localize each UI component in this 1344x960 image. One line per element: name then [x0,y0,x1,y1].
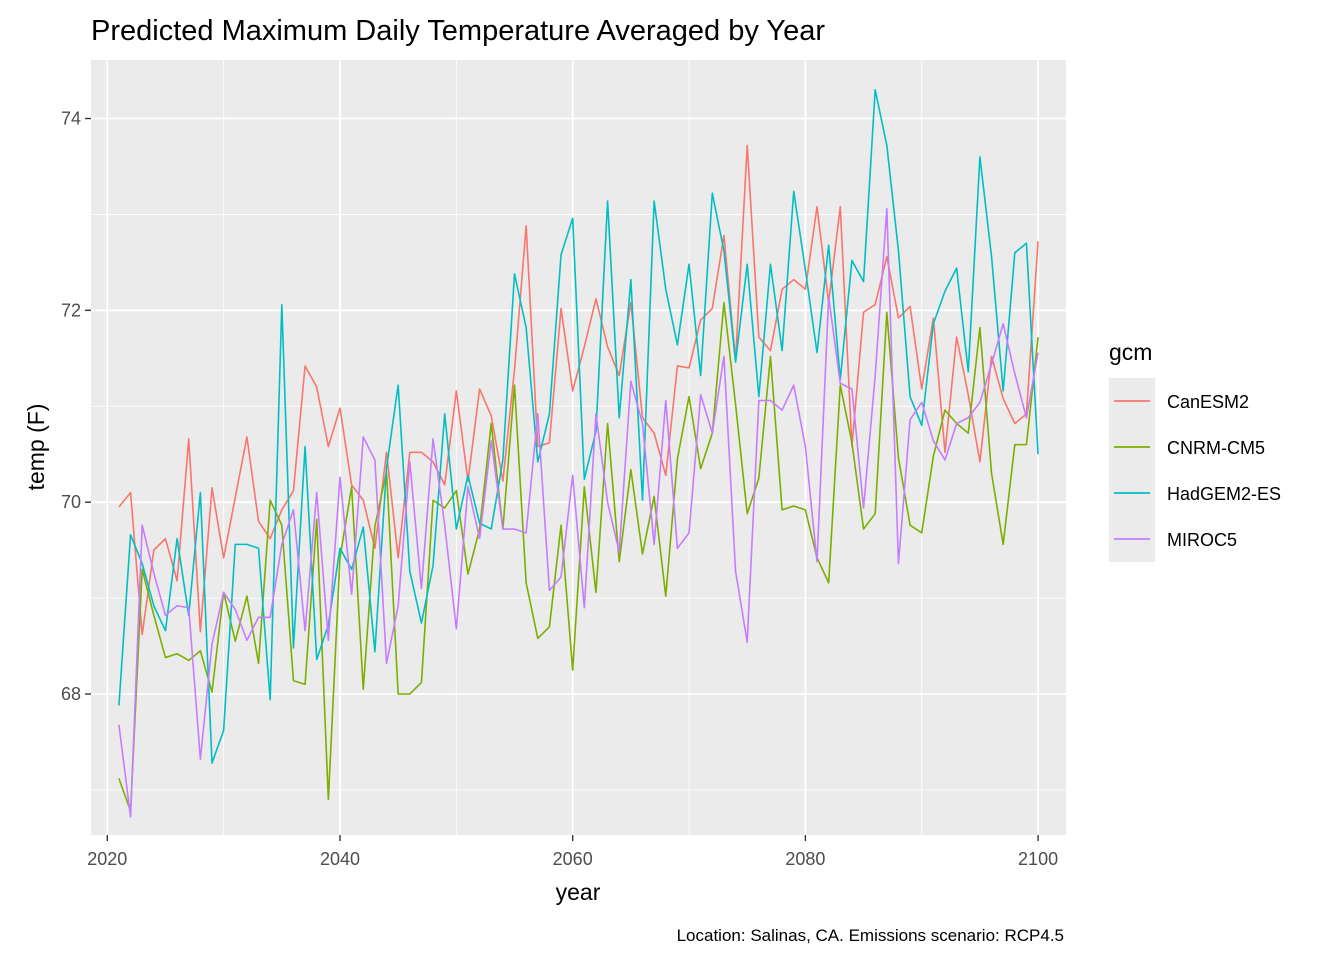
y-tick-label: 74 [61,109,81,129]
series-lines [118,88,1039,818]
y-axis-title: temp (F) [23,404,49,491]
series-line-miroc5 [118,207,1039,818]
legend-label: CNRM-CM5 [1167,438,1265,458]
axis-ticks: 2020 2040 2060 2080 2100 68 70 72 74 [61,109,1058,869]
y-tick-label: 68 [61,684,81,704]
legend-label: HadGEM2-ES [1167,484,1281,504]
x-tick-label: 2040 [320,849,360,869]
y-tick-label: 72 [61,300,81,320]
chart-title: Predicted Maximum Daily Temperature Aver… [91,15,825,47]
x-tick-label: 2100 [1018,849,1058,869]
legend-label: MIROC5 [1167,530,1237,550]
chart-caption: Location: Salinas, CA. Emissions scenari… [677,926,1064,945]
legend-title: gcm [1109,339,1152,365]
series-line-canesm2 [118,144,1039,636]
x-axis-title: year [556,879,601,905]
legend: gcm CanESM2 CNRM-CM5 HadGEM2-ES MIROC5 [1109,339,1281,562]
series-line-cnrm-cm5 [118,301,1039,812]
legend-label: CanESM2 [1167,392,1249,412]
series-line-hadgem2-es [118,88,1039,764]
x-tick-label: 2060 [553,849,593,869]
x-tick-label: 2020 [87,849,127,869]
plot-panel [91,60,1066,835]
x-tick-label: 2080 [785,849,825,869]
y-tick-label: 70 [61,492,81,512]
